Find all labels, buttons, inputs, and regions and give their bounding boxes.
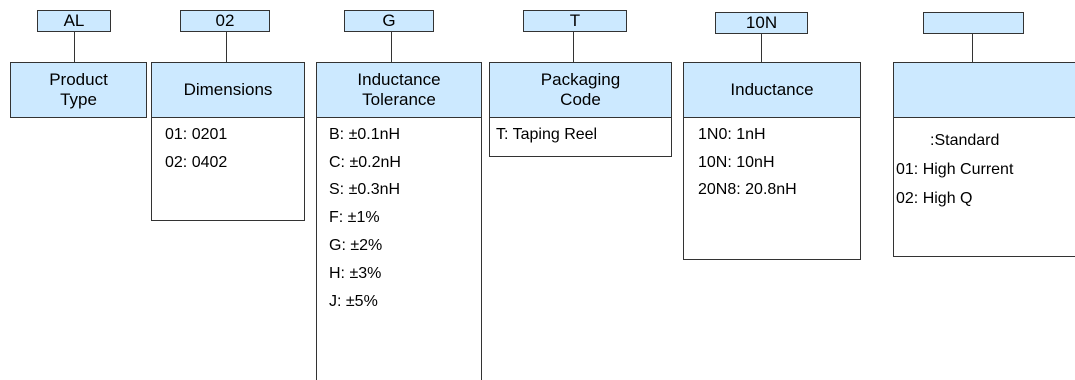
list-item: G: ±2% — [329, 237, 383, 254]
header-line: Packaging — [540, 70, 621, 89]
list-item: B: ±0.1nH — [329, 126, 401, 143]
list-item: S: ±0.3nH — [329, 181, 401, 198]
code-box-inductance-tolerance: G — [344, 10, 434, 32]
body-inductance-tolerance: B: ±0.1nH C: ±0.2nH S: ±0.3nH F: ±1% G: … — [316, 117, 482, 380]
connector-inductance-tolerance — [391, 31, 392, 63]
list-item: 02: High Q — [896, 190, 973, 207]
code-box-inductance: 10N — [715, 12, 808, 34]
header-packaging-code: Packaging Code — [489, 62, 672, 118]
header-line: Tolerance — [362, 90, 436, 109]
body-blank: :Standard 01: High Current 02: High Q — [893, 117, 1075, 257]
header-line: Inductance — [730, 80, 814, 99]
header-inductance-tolerance: Inductance Tolerance — [316, 62, 482, 118]
list-item: 01: High Current — [896, 161, 1014, 178]
list-item: C: ±0.2nH — [329, 154, 401, 171]
connector-dimensions — [226, 31, 227, 63]
header-line: Dimensions — [183, 80, 273, 99]
header-line: Code — [560, 90, 601, 109]
code-box-dimensions: 02 — [180, 10, 270, 32]
header-product-type: Product Type — [10, 62, 147, 118]
header-inductance: Inductance — [683, 62, 861, 118]
connector-packaging-code — [573, 31, 574, 63]
list-item: :Standard — [930, 132, 1000, 149]
header-blank — [893, 62, 1075, 118]
code-box-packaging-code: T — [523, 10, 627, 32]
header-line: Inductance — [357, 70, 441, 89]
code-box-product-type: AL — [37, 10, 111, 32]
connector-inductance — [761, 33, 762, 63]
connector-product-type — [74, 31, 75, 63]
header-dimensions: Dimensions — [151, 62, 305, 118]
list-item: T: Taping Reel — [496, 126, 598, 143]
header-line: Type — [60, 90, 97, 109]
list-item: 10N: 10nH — [698, 154, 775, 171]
list-item: 20N8: 20.8nH — [698, 181, 797, 198]
connector-blank — [972, 33, 973, 63]
list-item: H: ±3% — [329, 265, 382, 282]
header-line: Product — [49, 70, 108, 89]
body-inductance: 1N0: 1nH 10N: 10nH 20N8: 20.8nH — [683, 117, 861, 260]
list-item: 02: 0402 — [165, 154, 228, 171]
list-item: 01: 0201 — [165, 126, 228, 143]
list-item: F: ±1% — [329, 209, 380, 226]
list-item: 1N0: 1nH — [698, 126, 766, 143]
body-packaging-code: T: Taping Reel — [489, 117, 672, 157]
list-item: J: ±5% — [329, 293, 378, 310]
code-box-blank — [923, 12, 1024, 34]
body-dimensions: 01: 0201 02: 0402 — [151, 117, 305, 221]
